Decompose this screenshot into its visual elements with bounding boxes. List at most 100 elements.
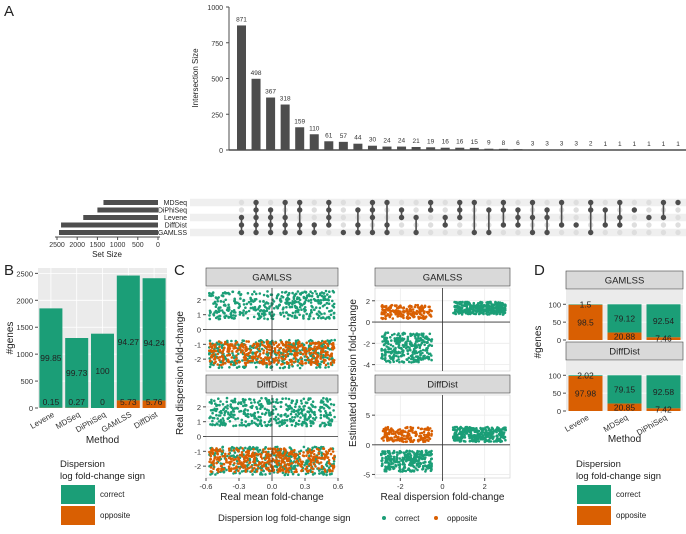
scatter-point-correct <box>209 401 212 404</box>
facet-strip-label: DiffDist <box>257 380 288 391</box>
scatter-point-opposite <box>392 309 395 312</box>
scatter-point-correct <box>209 366 212 369</box>
scatter-point-correct <box>471 434 474 437</box>
scatter-point-correct <box>410 355 413 358</box>
scatter-point-opposite <box>265 362 268 365</box>
scatter-point-opposite <box>290 360 293 363</box>
scatter-point-correct <box>314 290 317 293</box>
scatter-point-opposite <box>247 352 250 355</box>
scatter-point-correct <box>502 431 505 434</box>
scatter-point-opposite <box>331 470 334 473</box>
scatter-point-correct <box>383 349 386 352</box>
bar-label-correct: 99.85 <box>40 353 62 363</box>
matrix-dot-off <box>646 230 651 235</box>
scatter-point-correct <box>455 305 458 308</box>
scatter-point-correct <box>395 465 398 468</box>
scatter-point-opposite <box>300 360 303 363</box>
scatter-point-correct <box>465 302 468 305</box>
scatter-point-opposite <box>234 359 237 362</box>
scatter-point-correct <box>463 440 466 443</box>
scatter-point-correct <box>401 337 404 340</box>
scatter-point-opposite <box>216 469 219 472</box>
scatter-point-opposite <box>422 315 425 318</box>
scatter-point-correct <box>226 401 229 404</box>
scatter-point-correct <box>323 312 326 315</box>
matrix-dot-on <box>675 200 680 205</box>
scatter-point-correct <box>247 409 250 412</box>
scatter-point-correct <box>399 335 402 338</box>
scatter-point-correct <box>218 367 221 370</box>
scatter-point-correct <box>216 316 219 319</box>
scatter-point-correct <box>302 421 305 424</box>
x-tick-label: 0.3 <box>300 482 310 491</box>
scatter-point-correct <box>396 461 399 464</box>
matrix-dot-off <box>573 215 578 220</box>
scatter-point-opposite <box>431 430 434 433</box>
scatter-point-opposite <box>265 451 268 454</box>
intersection-bar <box>644 150 653 151</box>
scatter-point-correct <box>405 470 408 473</box>
matrix-dot-on <box>341 230 346 235</box>
scatter-point-correct <box>484 428 487 431</box>
scatter-point-opposite <box>316 461 319 464</box>
scatter-point-correct <box>209 415 212 418</box>
scatter-point-correct <box>423 454 426 457</box>
bar-label-opposite: 98.5 <box>577 317 594 327</box>
x-tick-label: 0.6 <box>333 482 343 491</box>
scatter-point-correct <box>486 313 489 316</box>
scatter-point-opposite <box>302 451 305 454</box>
x-tick-label: 0 <box>440 482 444 491</box>
scatter-point-correct <box>384 353 387 356</box>
scatter-point-opposite <box>316 346 319 349</box>
scatter-point-opposite <box>234 342 237 345</box>
scatter-point-opposite <box>291 451 294 454</box>
scatter-point-opposite <box>261 341 264 344</box>
scatter-point-correct <box>324 366 327 369</box>
y-tick-label: 1500 <box>16 323 33 332</box>
scatter-point-correct <box>427 464 430 467</box>
scatter-point-correct <box>224 423 227 426</box>
matrix-dot-off <box>341 215 346 220</box>
scatter-point-correct <box>412 361 415 364</box>
scatter-point-correct <box>322 316 325 319</box>
scatter-point-opposite <box>276 345 279 348</box>
scatter-point-correct <box>408 457 411 460</box>
scatter-point-correct <box>393 450 396 453</box>
scatter-point-correct <box>468 302 471 305</box>
scatter-point-opposite <box>257 467 260 470</box>
scatter-point-opposite <box>297 462 300 465</box>
scatter-point-correct <box>418 339 421 342</box>
scatter-point-opposite <box>392 433 395 436</box>
scatter-point-correct <box>225 410 228 413</box>
x-tick-label: MDSeq <box>602 413 630 434</box>
scatter-point-correct <box>426 349 429 352</box>
scatter-point-correct <box>396 451 399 454</box>
scatter-point-opposite <box>209 345 212 348</box>
scatter-point-correct <box>381 357 384 360</box>
scatter-point-correct <box>224 292 227 295</box>
scatter-point-opposite <box>295 468 298 471</box>
intersection-bar-label: 19 <box>427 138 435 145</box>
scatter-point-correct <box>299 299 302 302</box>
scatter-point-correct <box>238 303 241 306</box>
matrix-dot-off <box>632 222 637 227</box>
scatter-point-correct <box>309 313 312 316</box>
scatter-point-correct <box>413 349 416 352</box>
scatter-point-opposite <box>285 350 288 353</box>
matrix-row-stripe <box>190 229 686 237</box>
bar-label-opposite: 5.76 <box>146 397 163 407</box>
legend-d-title1: Dispersion <box>576 459 621 470</box>
scatter-point-correct <box>295 423 298 426</box>
scatter-point-correct <box>299 416 302 419</box>
scatter-point-opposite <box>275 456 278 459</box>
scatter-point-opposite <box>218 450 221 453</box>
scatter-point-correct <box>215 305 218 308</box>
scatter-point-correct <box>245 425 248 428</box>
scatter-point-correct <box>384 461 387 464</box>
scatter-point-correct <box>255 366 258 369</box>
scatter-point-correct <box>381 340 384 343</box>
scatter-point-correct <box>251 293 254 296</box>
scatter-point-correct <box>466 310 469 313</box>
scatter-point-correct <box>310 301 313 304</box>
scatter-point-correct <box>396 454 399 457</box>
